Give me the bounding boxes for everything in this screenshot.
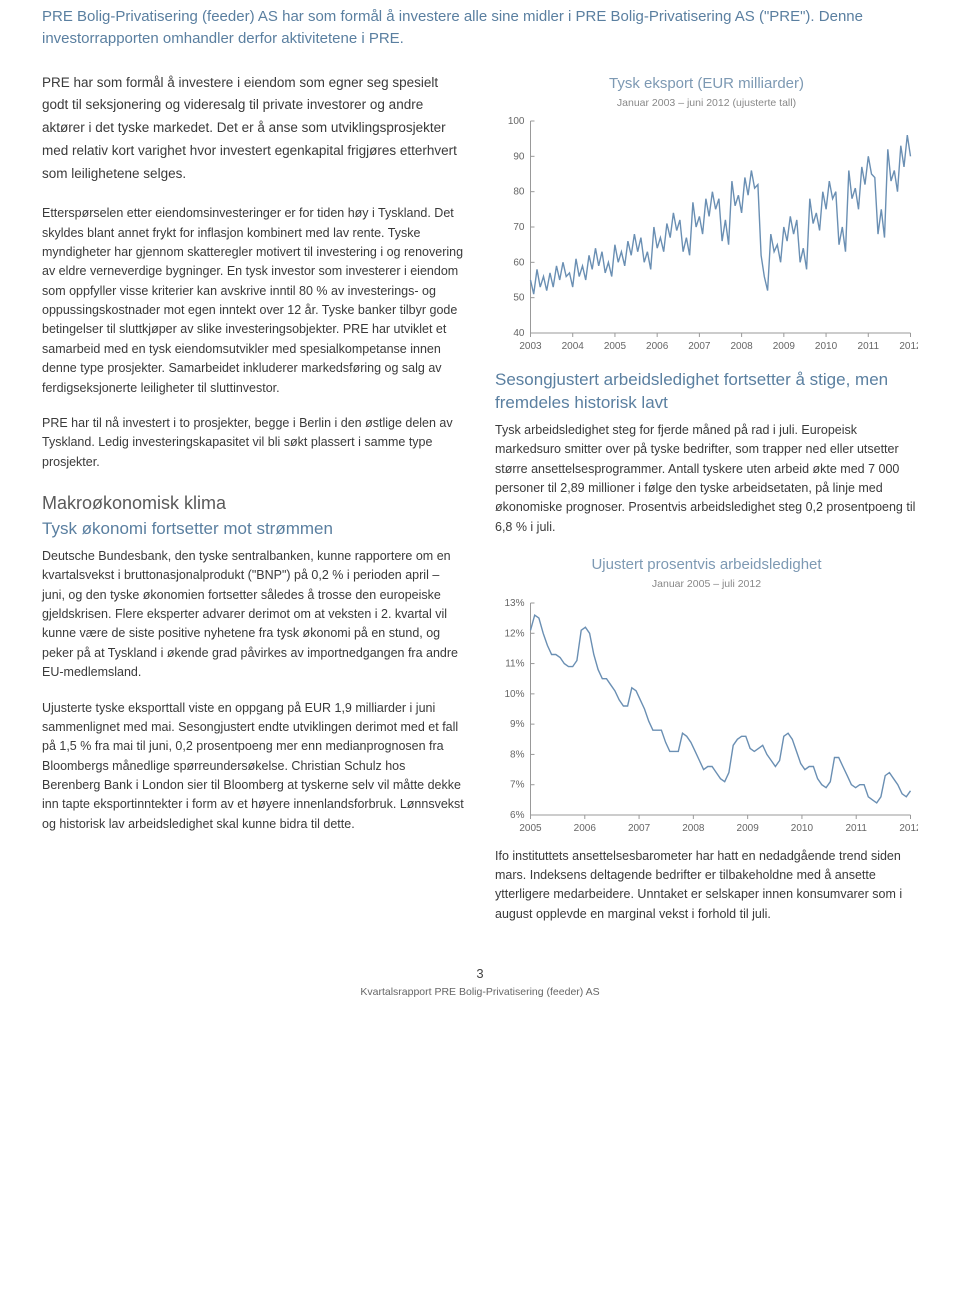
svg-text:2004: 2004 xyxy=(562,341,585,352)
svg-text:2007: 2007 xyxy=(628,823,651,834)
section-heading-macro: Makroøkonomisk klima xyxy=(42,490,465,518)
document-title-footer: Kvartalsrapport PRE Bolig-Privatisering … xyxy=(360,986,599,998)
paragraph-7: Ifo instituttets ansettelsesbarometer ha… xyxy=(495,847,918,925)
chart1-title: Tysk eksport (EUR milliarder) xyxy=(495,72,918,95)
chart-unemployment: 6% 7% 8% 9% 10% 11% 12% 13% 2005 2006 2007 2008 2009… xyxy=(495,597,918,837)
svg-text:2006: 2006 xyxy=(646,341,669,352)
svg-text:2010: 2010 xyxy=(815,341,838,352)
svg-text:2007: 2007 xyxy=(688,341,711,352)
svg-text:2005: 2005 xyxy=(519,823,542,834)
lead-paragraph: PRE har som formål å investere i eiendom… xyxy=(42,72,465,187)
page-number: 3 xyxy=(42,964,918,984)
chart-export-block: Tysk eksport (EUR milliarder) Januar 200… xyxy=(495,72,918,356)
svg-text:10%: 10% xyxy=(504,689,524,700)
svg-text:2012: 2012 xyxy=(899,341,918,352)
svg-text:2010: 2010 xyxy=(791,823,814,834)
paragraph-4: Deutsche Bundesbank, den tyske sentralba… xyxy=(42,547,465,683)
right-column: Tysk eksport (EUR milliarder) Januar 200… xyxy=(495,72,918,941)
svg-text:2008: 2008 xyxy=(730,341,753,352)
svg-text:2011: 2011 xyxy=(858,341,880,352)
svg-text:2009: 2009 xyxy=(773,341,796,352)
svg-text:40: 40 xyxy=(513,328,525,339)
svg-text:2006: 2006 xyxy=(574,823,597,834)
svg-text:2011: 2011 xyxy=(845,823,867,834)
svg-text:2005: 2005 xyxy=(604,341,627,352)
paragraph-5: Ujusterte tyske eksporttall viste en opp… xyxy=(42,699,465,835)
svg-text:90: 90 xyxy=(513,151,525,162)
introduction: PRE Bolig-Privatisering (feeder) AS har … xyxy=(42,0,918,72)
paragraph-6: Tysk arbeidsledighet steg for fjerde mån… xyxy=(495,421,918,537)
svg-text:70: 70 xyxy=(513,222,525,233)
paragraph-2: Etterspørselen etter eiendomsinvestering… xyxy=(42,204,465,398)
svg-text:6%: 6% xyxy=(510,810,525,821)
chart2-title: Ujustert prosentvis arbeidsledighet xyxy=(495,553,918,576)
chart-unemployment-block: Ujustert prosentvis arbeidsledighet Janu… xyxy=(495,553,918,837)
chart1-subtitle: Januar 2003 – juni 2012 (ujusterte tall) xyxy=(495,95,918,111)
svg-text:7%: 7% xyxy=(510,779,525,790)
left-column: PRE har som formål å investere i eiendom… xyxy=(42,72,465,941)
svg-text:2012: 2012 xyxy=(899,823,918,834)
svg-text:80: 80 xyxy=(513,187,525,198)
section-subheading-unemployment: Sesongjustert arbeidsledighet fortsetter… xyxy=(495,369,918,415)
svg-text:8%: 8% xyxy=(510,749,525,760)
svg-text:9%: 9% xyxy=(510,719,525,730)
svg-text:50: 50 xyxy=(513,293,525,304)
svg-text:60: 60 xyxy=(513,257,525,268)
svg-text:13%: 13% xyxy=(504,598,524,609)
svg-text:100: 100 xyxy=(508,116,525,127)
chart-export: 40 50 60 70 80 90 100 2003 2004 2005 2006 2007 2008 2… xyxy=(495,115,918,355)
content-columns: PRE har som formål å investere i eiendom… xyxy=(42,72,918,941)
svg-text:12%: 12% xyxy=(504,628,524,639)
section-subheading-macro: Tysk økonomi fortsetter mot strømmen xyxy=(42,518,465,541)
svg-text:2003: 2003 xyxy=(519,341,542,352)
svg-text:2008: 2008 xyxy=(682,823,705,834)
paragraph-3: PRE har til nå investert i to prosjekter… xyxy=(42,414,465,472)
chart2-subtitle: Januar 2005 – juli 2012 xyxy=(495,576,918,592)
page-footer: 3 Kvartalsrapport PRE Bolig-Privatiserin… xyxy=(42,964,918,1000)
svg-text:2009: 2009 xyxy=(737,823,760,834)
svg-text:11%: 11% xyxy=(505,658,524,669)
